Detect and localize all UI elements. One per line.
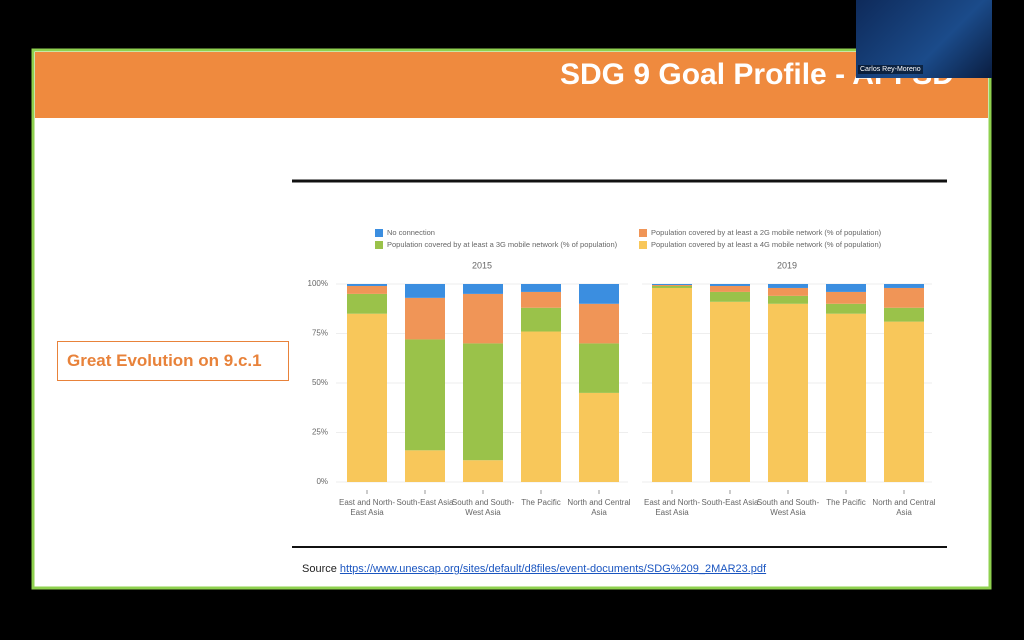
x-tick-label: East and North-East Asia <box>643 498 701 517</box>
x-tick-label: The Pacific <box>826 498 866 507</box>
bar-segment <box>521 291 561 308</box>
bar-segment <box>652 285 692 288</box>
bar-segment <box>463 343 503 461</box>
bar-segment <box>768 295 808 304</box>
legend-swatch <box>639 241 647 249</box>
bar-segment <box>884 287 924 308</box>
bar-segment <box>579 303 619 344</box>
x-tick-label: South and South-West Asia <box>756 498 820 517</box>
bar-segment <box>579 284 619 304</box>
bar-segment <box>710 284 750 286</box>
bar-segment <box>521 284 561 292</box>
bar-segment <box>768 284 808 288</box>
x-tick-label: North and Central Asia <box>567 498 631 517</box>
y-tick-label: 25% <box>312 428 328 437</box>
bar-segment <box>405 297 445 340</box>
source-link[interactable]: https://www.unescap.org/sites/default/d8… <box>339 563 767 575</box>
bar-segment <box>463 460 503 482</box>
panel-title: 2019 <box>777 260 797 270</box>
y-tick-label: 50% <box>312 378 328 387</box>
bar-segment <box>826 284 866 292</box>
bar-segment <box>521 307 561 332</box>
bar-segment <box>463 293 503 344</box>
bar-segment <box>347 313 387 482</box>
bar-segment <box>768 303 808 482</box>
legend-swatch <box>639 229 647 237</box>
bar-segment <box>579 392 619 482</box>
bar-segment <box>884 321 924 482</box>
bar-segment <box>768 287 808 296</box>
x-tick-label: The Pacific <box>521 498 561 507</box>
bar-segment <box>405 339 445 451</box>
video-tile: Carlos Rey-Moreno <box>856 0 992 78</box>
legend-label: Population covered by at least a 3G mobi… <box>387 240 618 249</box>
bar-segment <box>710 291 750 302</box>
legend-label: Population covered by at least a 4G mobi… <box>651 240 882 249</box>
bar-segment <box>579 343 619 393</box>
legend-swatch <box>375 241 383 249</box>
x-tick-label: East and North-East Asia <box>338 498 396 517</box>
bar-segment <box>405 450 445 482</box>
x-tick-label: North and Central Asia <box>872 498 936 517</box>
y-tick-label: 75% <box>312 329 328 338</box>
bar-segment <box>347 285 387 294</box>
x-tick-label: South-East Asia <box>396 498 454 507</box>
bar-segment <box>826 291 866 304</box>
bar-segment <box>652 284 692 286</box>
legend-swatch <box>375 229 383 237</box>
source-label: Source <box>302 563 337 575</box>
bar-segment <box>405 284 445 298</box>
bar-segment <box>347 284 387 286</box>
participant-name: Carlos Rey-Moreno <box>858 65 923 74</box>
bar-segment <box>347 293 387 314</box>
panel-title: 2015 <box>472 260 492 270</box>
bar-segment <box>710 285 750 292</box>
source: Source https://www.unescap.org/sites/def… <box>302 563 766 575</box>
y-tick-label: 100% <box>308 279 328 288</box>
legend-label: No connection <box>387 228 435 237</box>
bar-segment <box>652 284 692 285</box>
bar-segment <box>884 307 924 322</box>
bar-segment <box>826 303 866 314</box>
legend-label: Population covered by at least a 2G mobi… <box>651 228 882 237</box>
bar-segment <box>521 331 561 482</box>
callout: Great Evolution on 9.c.1 <box>57 341 289 381</box>
slide-header <box>35 52 988 118</box>
bar-segment <box>652 287 692 482</box>
bar-segment <box>884 284 924 288</box>
y-tick-label: 0% <box>316 477 328 486</box>
x-tick-label: South and South-West Asia <box>451 498 515 517</box>
bar-segment <box>710 301 750 482</box>
x-tick-label: South-East Asia <box>701 498 759 507</box>
bar-segment <box>463 284 503 294</box>
bar-segment <box>826 313 866 482</box>
